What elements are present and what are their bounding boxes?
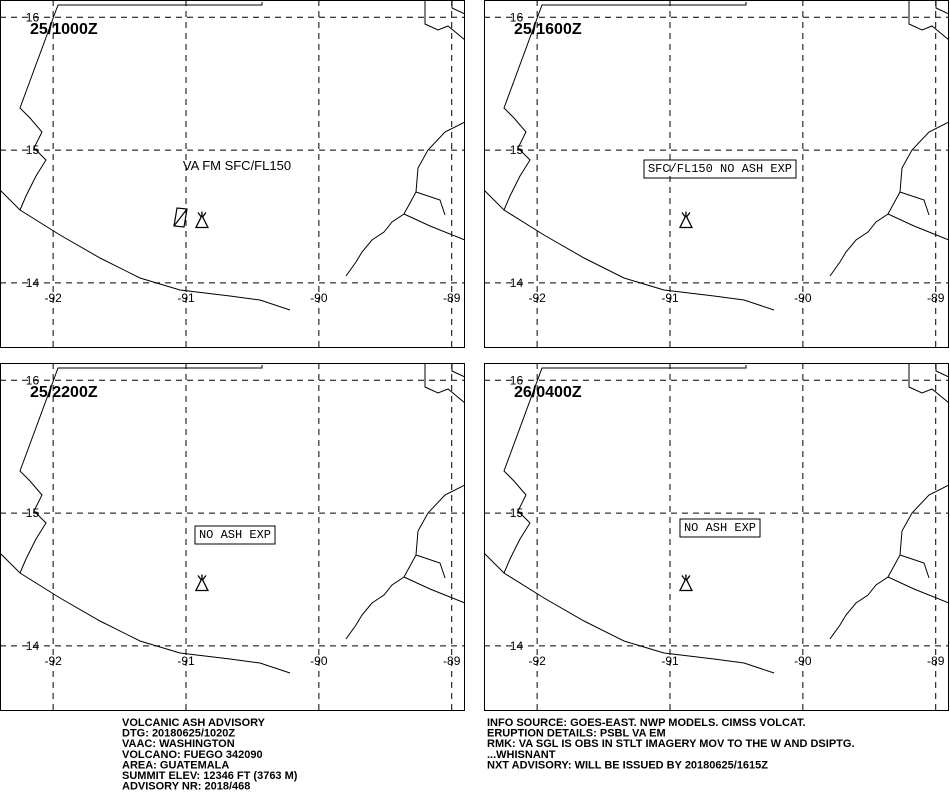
panel-border	[484, 0, 949, 348]
lat-tick-label: 15	[26, 506, 40, 520]
lon-tick-label: -90	[310, 654, 328, 668]
lat-tick-label: 14	[510, 276, 524, 290]
advisory-line: DTG: 20180625/1020Z	[122, 728, 235, 740]
coastline	[0, 0, 465, 311]
lat-tick-label: 15	[510, 143, 524, 157]
lat-tick-label: 16	[510, 373, 524, 387]
valid-time: 25/2200Z	[30, 384, 98, 401]
advisory-line: AREA: GUATEMALA	[122, 759, 229, 771]
lat-tick-label: 16	[26, 10, 40, 24]
advisory-line: ...WHISNANT	[487, 749, 556, 761]
lon-tick-label: -91	[661, 654, 679, 668]
advisory-line: INFO SOURCE: GOES-EAST. NWP MODELS. CIMS…	[487, 717, 806, 729]
volcano-symbol	[194, 574, 209, 592]
advisory-line: RMK: VA SGL IS OBS IN STLT IMAGERY MOV T…	[487, 738, 855, 750]
annotation: VA FM SFC/FL150	[183, 158, 291, 173]
advisory-line: ADVISORY NR: 2018/468	[122, 781, 250, 793]
lat-tick-label: 14	[26, 639, 40, 653]
advisory-line: ERUPTION DETAILS: PSBL VA EM	[487, 728, 666, 740]
lat-tick-label: 14	[510, 639, 524, 653]
annotation: NO ASH EXP	[684, 521, 756, 535]
map-content	[484, 0, 949, 348]
coastline	[0, 363, 465, 674]
panel-border	[484, 363, 949, 711]
lon-tick-label: -90	[310, 291, 328, 305]
volcano-symbol	[194, 211, 209, 229]
lon-tick-label: -89	[927, 654, 945, 668]
lon-tick-label: -92	[44, 291, 62, 305]
map-content	[0, 363, 465, 711]
map-content	[0, 0, 465, 348]
coastline	[484, 0, 949, 311]
panel-border	[0, 0, 465, 348]
lon-tick-label: -92	[528, 291, 546, 305]
advisory-line: NXT ADVISORY: WILL BE ISSUED BY 20180625…	[487, 759, 768, 771]
lat-tick-label: 16	[510, 10, 524, 24]
lat-tick-label: 14	[26, 276, 40, 290]
advisory-line: VAAC: WASHINGTON	[122, 738, 235, 750]
lon-tick-label: -92	[44, 654, 62, 668]
map-content	[484, 363, 949, 711]
lon-tick-label: -89	[443, 291, 461, 305]
valid-time: 25/1000Z	[30, 21, 98, 38]
annotation-box	[643, 159, 797, 179]
lon-tick-label: -89	[443, 654, 461, 668]
lat-tick-label: 16	[26, 373, 40, 387]
valid-time: 26/0400Z	[514, 384, 582, 401]
lat-tick-label: 15	[26, 143, 40, 157]
advisory-line: VOLCANO: FUEGO 342090	[122, 749, 263, 761]
coastline	[484, 363, 949, 674]
annotation: SFC/FL150 NO ASH EXP	[648, 162, 792, 176]
volcano-symbol	[678, 211, 693, 229]
annotation-box	[194, 525, 276, 545]
panel-border	[0, 363, 465, 711]
lon-tick-label: -89	[927, 291, 945, 305]
lon-tick-label: -90	[794, 654, 812, 668]
annotation: NO ASH EXP	[199, 528, 271, 542]
lon-tick-label: -90	[794, 291, 812, 305]
annotation-box	[679, 518, 761, 538]
valid-time: 25/1600Z	[514, 21, 582, 38]
lon-tick-label: -91	[177, 654, 195, 668]
ash-area	[173, 207, 188, 228]
advisory-line: SUMMIT ELEV: 12346 FT (3763 M)	[122, 770, 298, 782]
lon-tick-label: -92	[528, 654, 546, 668]
volcano-symbol	[678, 574, 693, 592]
lon-tick-label: -91	[661, 291, 679, 305]
advisory-line: VOLCANIC ASH ADVISORY	[122, 717, 266, 729]
lat-tick-label: 15	[510, 506, 524, 520]
lon-tick-label: -91	[177, 291, 195, 305]
